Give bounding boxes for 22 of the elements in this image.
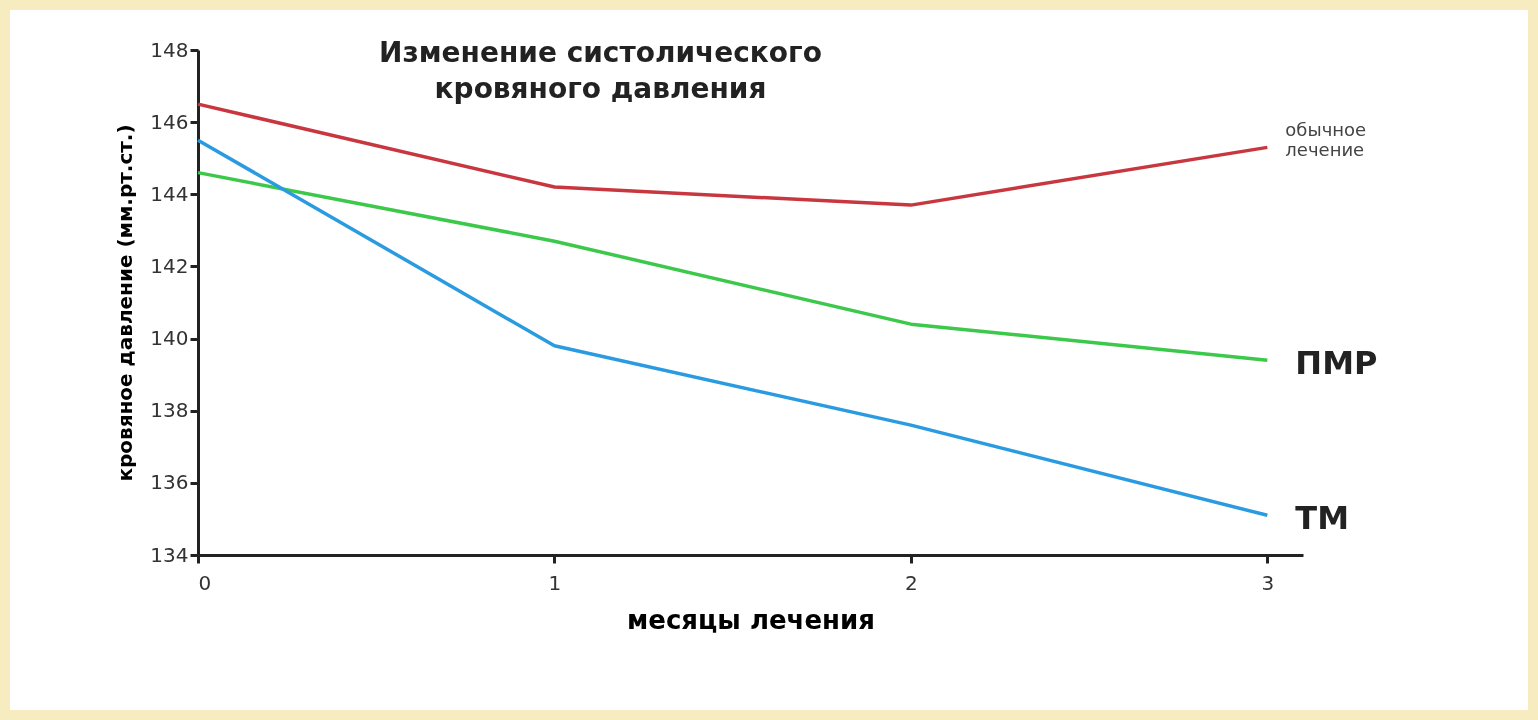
x-tick-label: 0 [198,570,212,595]
x-tick-label: 2 [905,570,918,595]
x-axis-title: месяцы лечения [627,604,875,635]
y-tick-label: 134 [150,542,189,567]
y-tick-label: 140 [150,326,189,351]
y-tick-label: 146 [150,109,189,134]
y-tick-label: 142 [150,253,189,278]
line-series [196,138,1270,518]
y-tick-label: 148 [150,37,189,62]
y-axis-title: кровяное давление (мм.рт.ст.) [113,124,138,482]
line-series [196,170,1270,362]
text: Изменение систолического [379,36,822,69]
series-label: ПМР [1295,344,1378,383]
x-tick-label: 1 [548,570,562,595]
series-label: ТМ [1295,499,1350,538]
y-tick-label: 138 [150,398,189,423]
line-series [196,102,1270,207]
y-tick-label: 136 [150,470,189,495]
series-label: обычное лечение [1285,119,1367,161]
x-tick-label: 3 [1261,570,1275,595]
text: кровяного давления [434,72,767,105]
y-tick-label: 144 [150,181,189,206]
